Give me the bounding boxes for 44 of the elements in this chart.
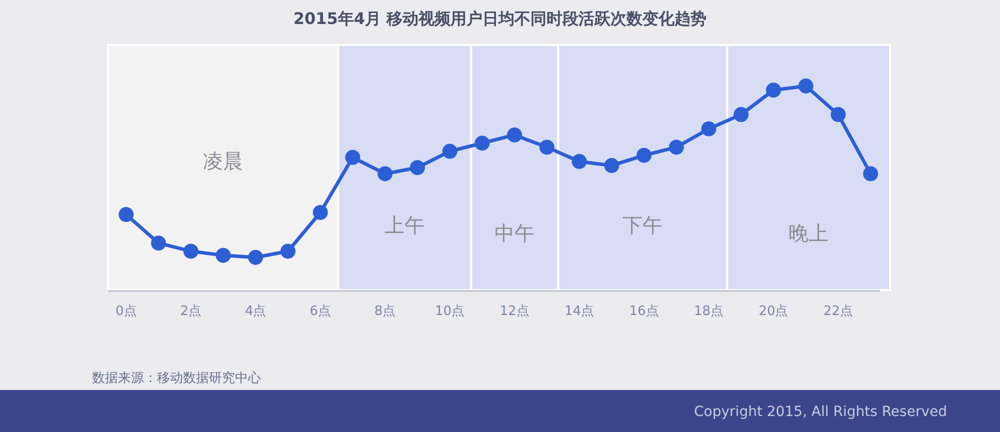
point [280,244,296,259]
point [248,250,264,265]
point [216,248,231,263]
point [474,136,490,151]
point [183,244,198,259]
x-tick-label: 14点 [564,304,594,319]
x-tick-label: 12点 [500,304,530,319]
annotation: 中午 [494,221,535,245]
x-tick-label: 0点 [115,304,137,319]
x-tick-label: 20点 [758,304,788,319]
point [798,78,814,94]
annotation: 上午 [384,213,425,237]
x-tick-label: 10点 [435,304,465,319]
point [830,107,846,122]
annotation: 晚上 [788,221,829,245]
point [863,166,878,182]
point [118,207,134,222]
point [150,236,166,251]
point [766,82,781,98]
point [636,148,652,163]
point [701,121,716,136]
point [312,204,328,220]
text: Copyright 2015, All Rights Reserved [694,404,947,420]
x-tick-label: 4点 [244,304,266,319]
x-tick-label: 6点 [310,304,331,319]
chart-title: 2015年4月 移动视频用户日均不同时段活跃次数变化趋势 [293,9,707,28]
x-tick-label: 18点 [694,304,724,319]
x-tick-label: 8点 [374,304,396,319]
point [410,160,425,176]
point [604,158,620,174]
point [345,150,360,165]
source-note: 数据来源：移动数据研究中心 [92,370,261,386]
x-tick-label: 22点 [823,304,853,319]
point [668,140,684,155]
point [572,154,587,169]
x-tick-label: 2点 [180,304,202,319]
point [539,140,554,155]
point [734,107,749,122]
annotation: 凌晨 [203,149,244,173]
x-tick-label: 16点 [629,304,659,319]
point [507,127,522,142]
point [442,144,458,159]
point [378,166,393,182]
annotation: 下午 [622,213,663,237]
